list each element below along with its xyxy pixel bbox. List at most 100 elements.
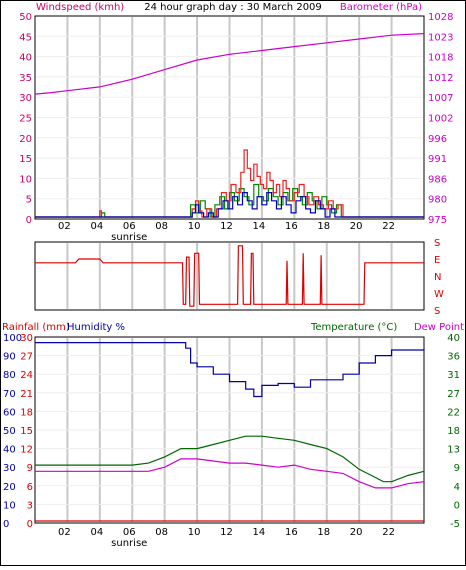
rainfall-tick: 24 [20, 370, 33, 381]
humidity-tick: 90 [3, 352, 16, 363]
temperature-tick: -5 [450, 519, 460, 530]
climate-x-tick: 08 [155, 527, 168, 538]
windspeed-tick: 10 [19, 174, 32, 185]
rainfall-tick: 12 [20, 445, 33, 456]
barometer-tick: 1028 [428, 12, 453, 23]
climate-x-tick: 20 [350, 527, 363, 538]
rainfall-tick: 9 [27, 463, 33, 474]
temperature-tick: 9 [454, 463, 460, 474]
wind-x-tick: 08 [155, 221, 168, 232]
rainfall-tick: 30 [20, 333, 33, 344]
climate-x-tick: 18 [317, 527, 330, 538]
wind-x-tick: 12 [220, 221, 233, 232]
temperature-tick: 22 [447, 407, 460, 418]
climate-x-tick: 06 [123, 527, 136, 538]
barometer-tick: 991 [428, 154, 447, 165]
direction-label: E [434, 255, 440, 266]
humidity-label: Humidity % [67, 322, 125, 333]
humidity-tick: 20 [3, 482, 16, 493]
humidity-tick: 70 [3, 389, 16, 400]
humidity-tick: 40 [3, 445, 16, 456]
wind-x-tick: 02 [58, 221, 71, 232]
barometer-tick: 996 [428, 134, 447, 145]
series-layer [34, 33, 425, 522]
rainfall-tick: 27 [20, 352, 33, 363]
temperature-tick: 0 [454, 500, 460, 511]
wind-x-tick: 20 [350, 221, 363, 232]
windspeed-tick: 0 [26, 215, 32, 226]
rainfall-label: Rainfall (mm) [2, 322, 70, 333]
humidity-tick: 80 [3, 370, 16, 381]
humidity-tick: 50 [3, 426, 16, 437]
rainfall-tick: 6 [27, 482, 33, 493]
dewpoint-label: Dew Point [414, 322, 464, 333]
wind-panel-frame [34, 15, 425, 220]
climate-x-tick: 10 [188, 527, 201, 538]
humidity-tick: 60 [3, 407, 16, 418]
temperature-tick: 4 [454, 482, 460, 493]
wind-green-line [35, 183, 424, 218]
barometer-tick: 1012 [428, 73, 453, 84]
temperature-tick: 18 [447, 426, 460, 437]
humidity-line [35, 342, 425, 398]
temperature-tick: 40 [447, 333, 460, 344]
direction-label: S [434, 238, 440, 249]
wind-x-tick: 10 [188, 221, 201, 232]
climate-x-tick: 22 [382, 527, 395, 538]
rainfall-tick: 15 [20, 426, 33, 437]
barometer-line [34, 33, 425, 95]
windspeed-tick: 5 [26, 195, 32, 206]
humidity-tick: 100 [3, 333, 22, 344]
chart-title: 24 hour graph day : 30 March 2009 [144, 2, 322, 13]
climate-x-tick: 14 [253, 527, 266, 538]
windspeed-tick: 25 [19, 114, 32, 125]
barometer-label: Barometer (hPa) [340, 2, 422, 13]
barometer-tick: 975 [428, 215, 447, 226]
climate-x-tick: 16 [285, 527, 298, 538]
temperature-tick: 36 [447, 352, 460, 363]
climate-panel-frame [34, 336, 425, 524]
windspeed-tick: 45 [19, 32, 32, 43]
windspeed-tick: 35 [19, 73, 32, 84]
grid-lines [36, 17, 423, 522]
wind-x-tick: 06 [123, 221, 136, 232]
sunrise-label: sunrise [111, 538, 147, 549]
wind-x-tick: 16 [285, 221, 298, 232]
barometer-tick: 980 [428, 195, 447, 206]
wind-x-tick: 22 [382, 221, 395, 232]
windspeed-label: Windspeed (kmh) [36, 2, 124, 13]
barometer-tick: 1002 [428, 114, 453, 125]
rainfall-tick: 21 [20, 389, 33, 400]
climate-x-tick: 04 [90, 527, 103, 538]
direction-label: N [434, 272, 441, 283]
direction-panel-frame [34, 241, 425, 311]
windspeed-tick: 20 [19, 134, 32, 145]
wind-x-tick: 18 [317, 221, 330, 232]
barometer-tick: 1018 [428, 53, 453, 64]
temperature-tick: 13 [447, 445, 460, 456]
temperature-label: Temperature (°C) [310, 322, 397, 333]
wind-x-tick: 04 [90, 221, 103, 232]
wind-x-tick: 14 [253, 221, 266, 232]
gust-line [35, 149, 424, 218]
dewpoint-line [35, 458, 425, 489]
avg-wind-line [35, 192, 424, 218]
direction-label: S [434, 306, 440, 317]
windspeed-tick: 50 [19, 12, 32, 23]
windspeed-tick: 30 [19, 93, 32, 104]
barometer-tick: 986 [428, 174, 447, 185]
humidity-tick: 30 [3, 463, 16, 474]
barometer-tick: 1023 [428, 32, 453, 43]
temperature-tick: 31 [447, 370, 460, 381]
temperature-tick: 27 [447, 389, 460, 400]
barometer-tick: 1007 [428, 93, 453, 104]
rainfall-tick: 18 [20, 407, 33, 418]
climate-x-tick: 12 [220, 527, 233, 538]
climate-x-tick: 02 [58, 527, 71, 538]
rainfall-tick: 3 [27, 500, 33, 511]
humidity-tick: 10 [3, 500, 16, 511]
